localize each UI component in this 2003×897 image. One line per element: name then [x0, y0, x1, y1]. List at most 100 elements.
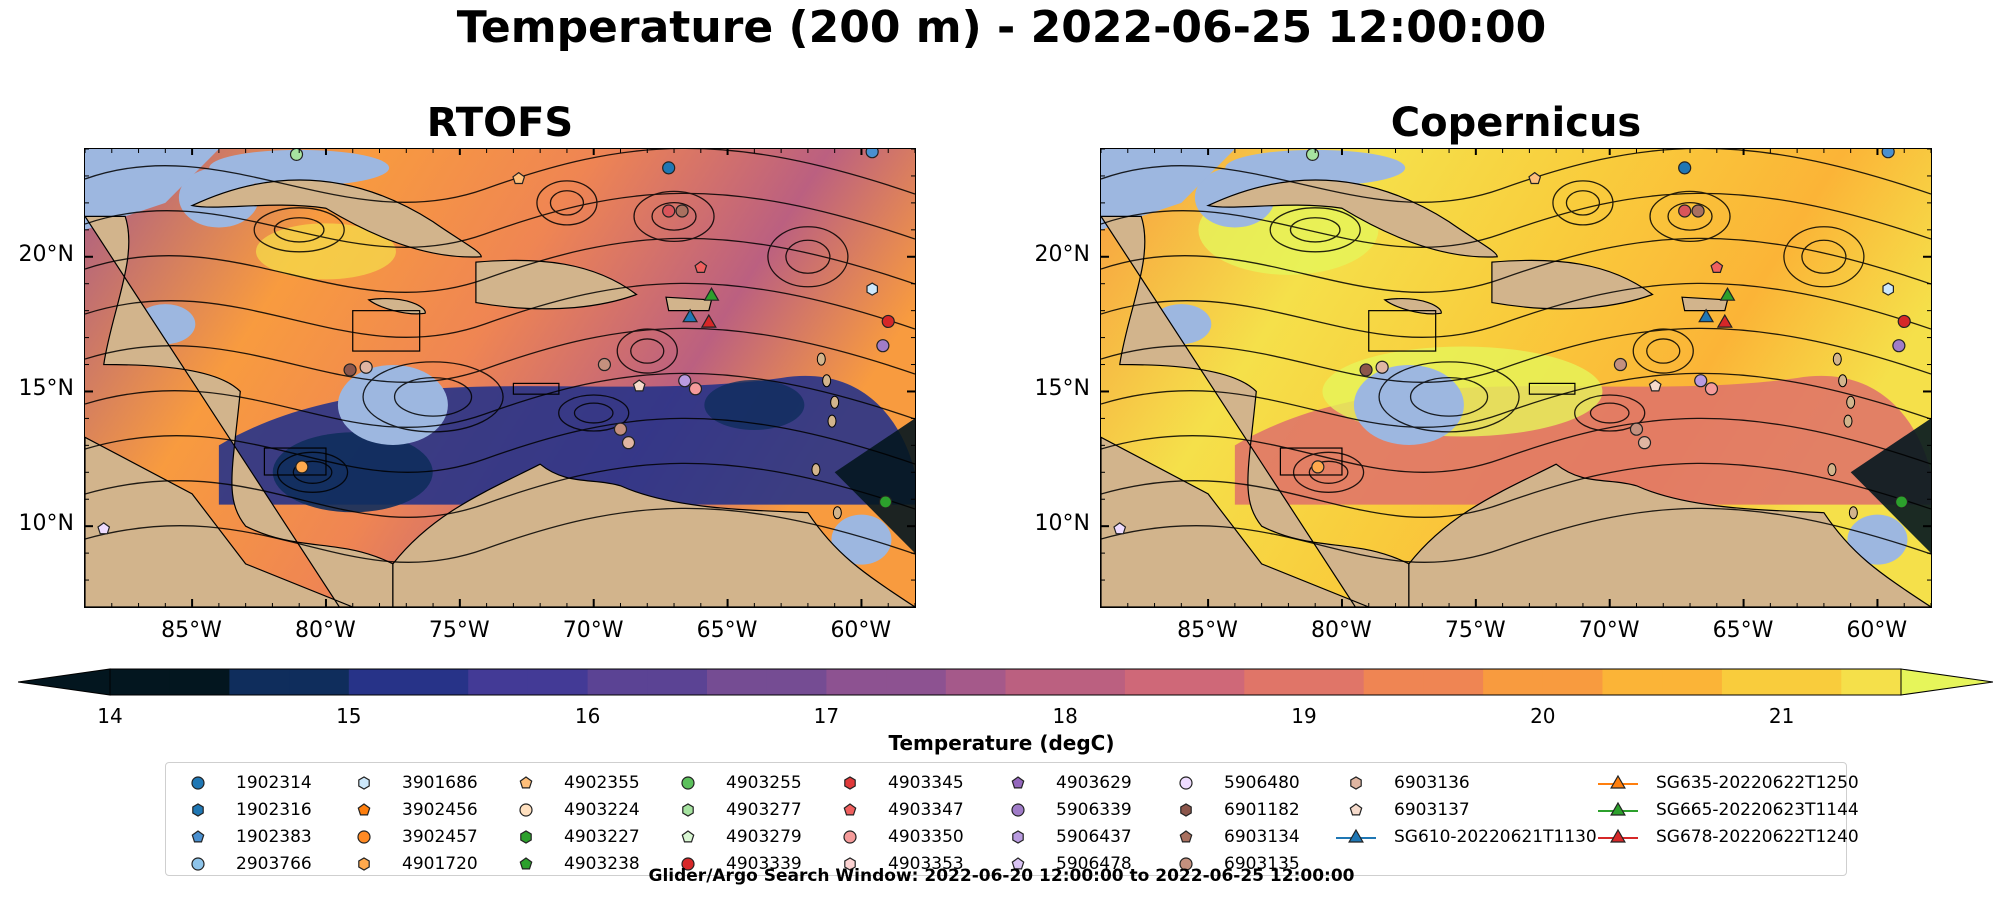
legend-label: 4903353 — [888, 853, 964, 874]
legend-item: 6901182 — [1166, 796, 1300, 823]
legend-marker-icon — [358, 856, 370, 871]
legend-label: 4903629 — [1056, 772, 1132, 793]
legend-label: 3901686 — [402, 772, 478, 793]
argo-float-marker — [1691, 204, 1705, 218]
landmass — [85, 215, 394, 607]
landmass — [392, 463, 915, 607]
legend-label: 5906480 — [1224, 772, 1300, 793]
argo-float-marker — [1710, 260, 1724, 274]
legend-label: 4903277 — [726, 799, 802, 820]
argo-float-marker — [1897, 314, 1911, 329]
legend-label: 3902457 — [402, 826, 478, 847]
legend-column: 1902314 1902316 1902383 2903766 — [178, 769, 312, 877]
colorbar-segment — [1781, 669, 1842, 695]
legend-item: SG610-20220621T1130 — [1336, 823, 1597, 850]
landmass — [665, 296, 713, 312]
legend-item: 4901720 — [344, 850, 478, 877]
legend-column: 5906480 6901182 6903134 6903135 — [1166, 769, 1300, 877]
argo-float-marker — [1882, 282, 1895, 296]
map-panel-rtofs[interactable] — [84, 148, 916, 608]
legend-marker-icon — [1348, 828, 1364, 843]
argo-float-marker — [295, 460, 309, 474]
colorbar-tick-label: 17 — [813, 704, 840, 728]
legend-marker-icon — [1179, 829, 1193, 842]
legend-label: 6903134 — [1224, 826, 1300, 847]
landmass — [1206, 179, 1498, 258]
glider-marker — [1716, 313, 1733, 328]
colorbar-segment — [1244, 669, 1305, 695]
argo-float-marker — [675, 204, 689, 218]
argo-float-marker — [694, 260, 708, 274]
legend-item: 6903137 — [1336, 796, 1597, 823]
lon-tick-label: 70°W — [1578, 618, 1640, 643]
colorbar-segment — [289, 669, 350, 695]
legend-label: 4903227 — [564, 826, 640, 847]
colorbar-segment — [1184, 669, 1245, 695]
legend-marker-icon — [519, 775, 533, 788]
legend-item: 4903255 — [668, 769, 802, 796]
colorbar-segment — [527, 669, 589, 695]
legend-item: 4903238 — [506, 850, 640, 877]
map-panel-copernicus[interactable] — [1100, 148, 1932, 608]
colorbar-segment — [587, 669, 648, 695]
legend-marker-icon — [1179, 775, 1193, 790]
lon-tick-label: 85°W — [161, 618, 222, 643]
legend-item: 4903227 — [506, 823, 640, 850]
argo-float-marker — [1881, 149, 1895, 159]
legend-label: SG635-20220622T1250 — [1656, 772, 1859, 793]
colorbar-segment — [408, 669, 469, 695]
argo-float-marker — [621, 436, 636, 450]
legend-marker-icon — [192, 802, 204, 817]
colorbar-segment — [1721, 669, 1783, 695]
argo-float-marker — [97, 522, 111, 535]
legend-marker-icon — [682, 802, 694, 817]
legend-label: SG665-20220623T1144 — [1656, 799, 1859, 820]
legend-label: 3902456 — [402, 799, 478, 820]
glider-marker — [682, 308, 699, 323]
colorbar-tick-label: 21 — [1768, 704, 1795, 728]
legend-item: 6903135 — [1166, 850, 1300, 877]
legend-marker-icon — [519, 802, 533, 817]
colorbar-segment — [468, 669, 529, 695]
colorbar-tick-label: 15 — [336, 704, 362, 728]
legend-marker-icon — [1349, 802, 1363, 815]
legend-marker-icon — [520, 829, 532, 844]
lon-tick-label: 75°W — [428, 618, 490, 643]
landmass — [190, 179, 482, 258]
legend-item: 3902456 — [344, 796, 478, 823]
colorbar-segment — [229, 669, 290, 695]
legend-marker-icon — [844, 775, 856, 790]
legend-column: 4903255 4903277 4903279 4903339 — [668, 769, 802, 877]
lon-tick-label: 65°W — [696, 618, 758, 643]
search-window-caption: Glider/Argo Search Window: 2022-06-20 12… — [648, 866, 1355, 886]
argo-float-marker — [1613, 357, 1628, 372]
colorbar-segment — [707, 669, 768, 695]
argo-float-marker — [878, 495, 893, 509]
colorbar-segment — [886, 669, 947, 695]
legend-marker-icon — [681, 775, 695, 790]
lat-tick-label: 15°N — [18, 376, 74, 402]
lat-tick-label: 10°N — [18, 511, 74, 537]
colorbar-tick-label: 18 — [1052, 704, 1078, 728]
colorbar-segment — [647, 669, 708, 695]
legend-item: 4903629 — [998, 769, 1132, 796]
current-streamlines — [85, 149, 915, 563]
legend-label: 4903255 — [726, 772, 802, 793]
legend-marker-icon — [843, 802, 857, 815]
panel-title-rtofs: RTOFS — [426, 100, 574, 146]
colorbar-segment — [1005, 669, 1066, 695]
lat-tick-label: 20°N — [1034, 241, 1090, 267]
legend-marker-icon — [357, 802, 371, 815]
lon-tick-label: 80°W — [294, 618, 356, 643]
legend-item: SG635-20220622T1250 — [1598, 769, 1859, 796]
legend-item: 5906339 — [998, 796, 1132, 823]
legend-label: 4903238 — [564, 853, 640, 874]
glider-marker — [1719, 286, 1736, 301]
argo-float-marker — [359, 360, 373, 374]
legend-label: 1902383 — [236, 826, 312, 847]
argo-float-marker — [1311, 460, 1325, 474]
lon-tick-label: 65°W — [1712, 618, 1774, 643]
colorbar-segment — [826, 669, 887, 695]
colorbar-tick-label: 16 — [574, 704, 601, 728]
colorbar-segment — [169, 669, 230, 695]
